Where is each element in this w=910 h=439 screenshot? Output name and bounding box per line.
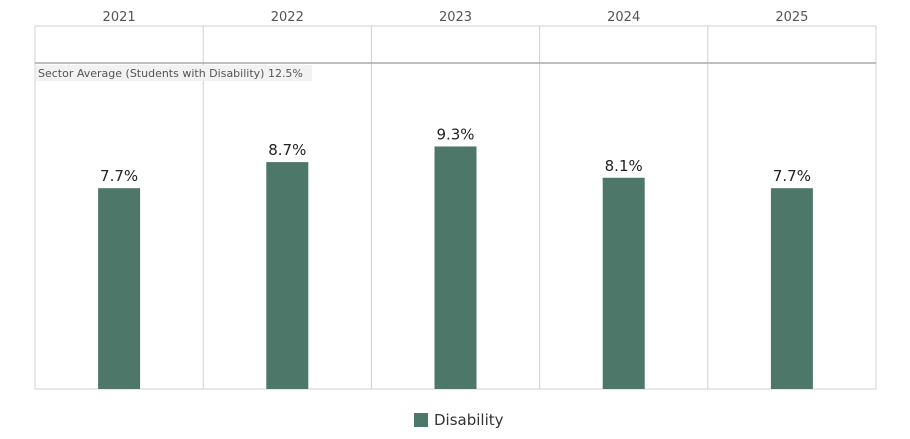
legend-swatch-disability	[414, 413, 428, 427]
bar-2023	[434, 146, 477, 389]
year-label-2023: 2023	[439, 10, 472, 25]
bar-2024	[602, 177, 645, 389]
value-label-2025: 7.7%	[773, 167, 811, 185]
year-label-2024: 2024	[607, 10, 640, 25]
value-label-2024: 8.1%	[605, 157, 643, 175]
year-label-2021: 2021	[103, 10, 136, 25]
value-label-2023: 9.3%	[436, 125, 474, 143]
reference-label-background	[36, 65, 312, 81]
year-label-2025: 2025	[775, 10, 808, 25]
bar-2025	[770, 188, 813, 389]
labels-layer: 2021 7.7% 2022 8.7% 2023 9.3% 2024 8.1% 2025 7.7%	[100, 10, 811, 185]
legend: Disability	[414, 410, 504, 430]
legend-label-disability: Disability	[434, 411, 504, 429]
bar-2022	[266, 162, 309, 389]
reference-line-layer: Sector Average (Students with Disability…	[35, 62, 876, 81]
value-label-2021: 7.7%	[100, 167, 138, 185]
reference-line-label: Sector Average (Students with Disability…	[38, 67, 303, 80]
value-label-2022: 8.7%	[268, 141, 306, 159]
year-label-2022: 2022	[271, 10, 304, 25]
bar-chart: Sector Average (Students with Disability…	[34, 10, 877, 390]
bars-layer	[98, 146, 813, 389]
bar-2021	[98, 188, 141, 389]
